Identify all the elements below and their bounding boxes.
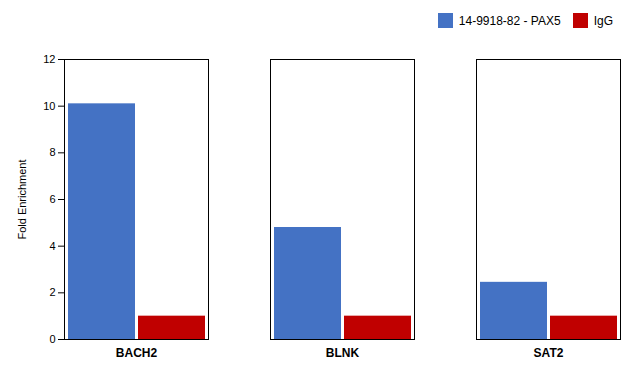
svg-text:BLNK: BLNK bbox=[326, 346, 360, 360]
html-text:14-9918-82 - PAX5: 14-9918-82 - PAX5 bbox=[458, 13, 561, 28]
svg-text:Fold Enrichment: Fold Enrichment bbox=[16, 159, 28, 239]
svg-text:12: 12 bbox=[43, 53, 55, 65]
svg-text:2: 2 bbox=[49, 286, 55, 298]
svg-text:SAT2: SAT2 bbox=[534, 346, 564, 360]
svg-text:10: 10 bbox=[43, 100, 55, 112]
html-text:IgG: IgG bbox=[593, 13, 613, 28]
svg-text:4: 4 bbox=[49, 240, 55, 252]
svg-text:0: 0 bbox=[49, 333, 55, 345]
svg-text:6: 6 bbox=[49, 193, 55, 205]
svg-text:8: 8 bbox=[49, 146, 55, 158]
svg-text:BACH2: BACH2 bbox=[116, 346, 158, 360]
